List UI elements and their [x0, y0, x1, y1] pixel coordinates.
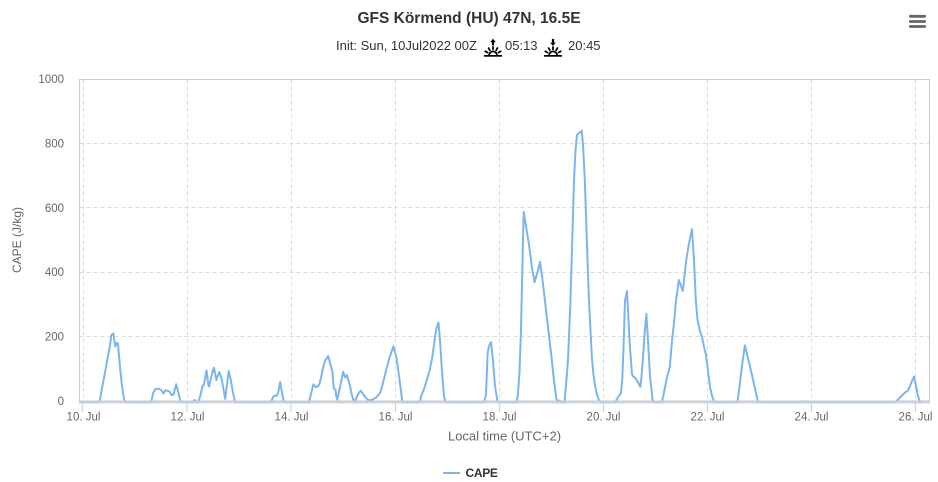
svg-text:CAPE: CAPE — [466, 466, 498, 480]
svg-text:200: 200 — [45, 332, 64, 344]
svg-text:12. Jul: 12. Jul — [171, 412, 205, 424]
svg-text:16. Jul: 16. Jul — [379, 412, 413, 424]
svg-text:20. Jul: 20. Jul — [587, 412, 621, 424]
svg-text:26. Jul: 26. Jul — [899, 412, 933, 424]
svg-text:1000: 1000 — [38, 74, 64, 86]
svg-text:22. Jul: 22. Jul — [691, 412, 725, 424]
svg-text:Init: Sun, 10Jul2022 00Z: Init: Sun, 10Jul2022 00Z — [336, 38, 477, 53]
svg-text:20:45: 20:45 — [568, 38, 601, 53]
svg-text:10. Jul: 10. Jul — [67, 412, 101, 424]
svg-text:Local time (UTC+2): Local time (UTC+2) — [448, 429, 561, 444]
svg-text:0: 0 — [58, 396, 64, 408]
svg-text:800: 800 — [45, 138, 64, 150]
svg-text:05:13: 05:13 — [505, 38, 538, 53]
svg-text:600: 600 — [45, 203, 64, 215]
svg-text:14. Jul: 14. Jul — [275, 412, 309, 424]
svg-text:18. Jul: 18. Jul — [483, 412, 517, 424]
svg-text:24. Jul: 24. Jul — [795, 412, 829, 424]
svg-text:GFS Körmend (HU) 47N, 16.5E: GFS Körmend (HU) 47N, 16.5E — [357, 10, 580, 27]
svg-text:CAPE (J/kg): CAPE (J/kg) — [10, 207, 24, 273]
svg-text:400: 400 — [45, 267, 64, 279]
